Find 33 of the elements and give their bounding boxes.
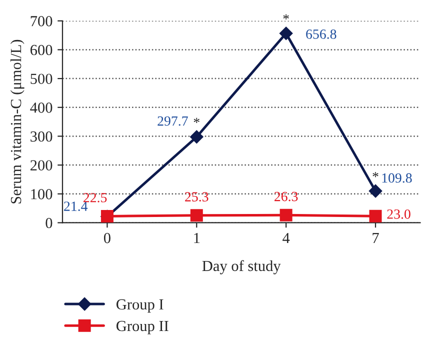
x-tick-label: 7 (372, 233, 379, 244)
legend-label: Group I (116, 299, 164, 313)
y-tick-label: 600 (30, 44, 52, 56)
annotation: * (194, 118, 200, 123)
data-label: 26.3 (274, 192, 298, 202)
data-label: 25.3 (185, 192, 208, 202)
point (369, 210, 382, 222)
x-tick-label: 1 (194, 232, 200, 244)
point (280, 208, 292, 222)
x-axis-title: Day of study (202, 260, 281, 274)
x-tick-label: 0 (104, 232, 110, 244)
y-tick-label: 300 (30, 131, 52, 142)
data-label: 109.8 (382, 173, 412, 183)
point (279, 26, 293, 40)
y-tick-label: 100 (31, 189, 52, 200)
data-label: 297.7 (158, 116, 188, 126)
y-tick-label: 500 (30, 74, 52, 84)
data-label: 22.5 (84, 192, 107, 202)
point (190, 130, 204, 144)
y-tick-label: 700 (30, 16, 52, 26)
data-label: 21.4 (64, 202, 88, 212)
x-tick-label: 4 (282, 232, 290, 244)
y-tick-label: 200 (30, 160, 52, 171)
legend-label: Group II (116, 320, 168, 334)
y-tick-label: 0 (46, 218, 52, 228)
data-label: 23.0 (387, 209, 410, 219)
data-label: 656.8 (306, 29, 336, 39)
annotation: * (372, 172, 378, 178)
annotation: * (283, 14, 289, 20)
point (368, 184, 382, 198)
y-axis-title: Serum vitamin-C (μmol/L) (10, 40, 24, 204)
point (190, 209, 203, 222)
y-tick-label: 400 (30, 102, 52, 113)
